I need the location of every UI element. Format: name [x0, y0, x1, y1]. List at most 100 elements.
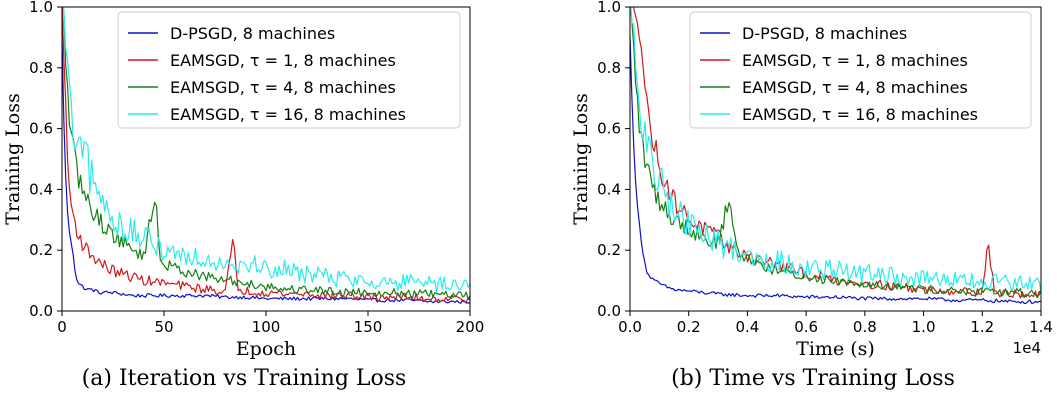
series-point-eamsgd_4 [665, 210, 666, 211]
legend-label-dpsgd: D-PSGD, 8 machines [742, 24, 907, 43]
series-point-eamsgd_1 [133, 277, 134, 278]
series-point-eamsgd_16 [638, 98, 639, 99]
y-tick-label: 0.0 [597, 302, 621, 320]
series-point-eamsgd_4 [347, 292, 348, 293]
series-point-eamsgd_4 [68, 98, 69, 99]
series-point-dpsgd [638, 219, 639, 220]
series-point-eamsgd_4 [653, 189, 654, 190]
series-point-eamsgd_1 [408, 297, 409, 298]
series-point-dpsgd [747, 295, 748, 296]
series-point-eamsgd_1 [204, 289, 205, 290]
y-tick-label: 0.2 [29, 241, 53, 259]
series-point-dpsgd [327, 298, 328, 299]
series-point-eamsgd_16 [286, 271, 287, 272]
legend-label-eamsgd_1: EAMSGD, τ = 1, 8 machines [170, 51, 396, 70]
series-point-dpsgd [65, 189, 66, 190]
series-point-eamsgd_16 [63, 22, 64, 23]
series-point-eamsgd_4 [647, 171, 648, 172]
series-point-eamsgd_4 [86, 201, 87, 202]
series-point-eamsgd_4 [835, 280, 836, 281]
series-point-eamsgd_1 [225, 291, 226, 292]
series-point-dpsgd [632, 128, 633, 129]
x-tick-label: 1.0 [912, 318, 936, 336]
series-point-eamsgd_4 [265, 286, 266, 287]
legend-box [117, 11, 461, 129]
series-point-eamsgd_4 [864, 283, 865, 284]
series-point-eamsgd_16 [327, 277, 328, 278]
series-point-eamsgd_1 [233, 240, 234, 241]
series-point-eamsgd_1 [86, 250, 87, 251]
chart-panel-b: 0.0 0.2 0.4 0.6 0.8 1.0 1.2 1.4 0.0 0.2 0.4 0.6 0.8 1… [570, 0, 1053, 391]
series-line-eamsgd_16 [62, 7, 470, 294]
series-point-eamsgd_16 [632, 31, 633, 32]
series-point-eamsgd_16 [143, 240, 144, 241]
series-point-eamsgd_4 [327, 291, 328, 292]
series-point-eamsgd_16 [112, 219, 113, 220]
series-point-eamsgd_1 [82, 244, 83, 245]
series-point-eamsgd_1 [65, 128, 66, 129]
series-line-dpsgd [630, 36, 1041, 304]
series-point-eamsgd_16 [163, 250, 164, 251]
series-point-eamsgd_4 [70, 128, 71, 129]
series-point-eamsgd_4 [367, 292, 368, 293]
series-point-dpsgd [245, 297, 246, 298]
series-point-eamsgd_16 [894, 277, 895, 278]
series-point-eamsgd_4 [65, 67, 66, 68]
series-point-eamsgd_16 [306, 274, 307, 275]
series-point-eamsgd_1 [653, 143, 654, 144]
series-point-dpsgd [72, 244, 73, 245]
series-point-eamsgd_4 [245, 283, 246, 284]
series-point-dpsgd [70, 240, 71, 241]
series-point-eamsgd_16 [665, 195, 666, 196]
series-point-dpsgd [102, 292, 103, 293]
series-point-eamsgd_4 [982, 292, 983, 293]
series-point-dpsgd [286, 298, 287, 299]
series-point-dpsgd [78, 283, 79, 284]
series-point-eamsgd_1 [306, 294, 307, 295]
y-tick-label: 1.0 [29, 0, 53, 16]
y-tick-label: 0.4 [597, 180, 621, 198]
legend-label-eamsgd_16: EAMSGD, τ = 16, 8 machines [170, 105, 406, 124]
series-point-eamsgd_1 [703, 228, 704, 229]
series-point-eamsgd_1 [184, 286, 185, 287]
series-point-eamsgd_16 [1011, 283, 1012, 284]
series-point-dpsgd [659, 283, 660, 284]
series-point-eamsgd_16 [644, 140, 645, 141]
series-point-dpsgd [835, 297, 836, 298]
series-point-eamsgd_4 [143, 256, 144, 257]
series-point-eamsgd_16 [747, 256, 748, 257]
series-point-eamsgd_16 [429, 285, 430, 286]
series-point-eamsgd_1 [70, 195, 71, 196]
series-point-eamsgd_1 [92, 256, 93, 257]
legend-label-eamsgd_16: EAMSGD, τ = 16, 8 machines [742, 105, 978, 124]
series-point-eamsgd_1 [388, 297, 389, 298]
series-point-dpsgd [982, 300, 983, 301]
series-point-eamsgd_16 [659, 183, 660, 184]
series-point-dpsgd [63, 128, 64, 129]
series-point-dpsgd [143, 295, 144, 296]
series-point-eamsgd_16 [74, 143, 75, 144]
x-tick-label: 0.6 [794, 318, 818, 336]
series-point-eamsgd_4 [98, 219, 99, 220]
series-point-eamsgd_4 [747, 259, 748, 260]
series-point-eamsgd_16 [703, 234, 704, 235]
series-point-eamsgd_1 [237, 289, 238, 290]
y-axis-label: Training Loss [570, 93, 592, 224]
y-tick-label: 0.2 [597, 241, 621, 259]
y-tick-label: 0.0 [29, 302, 53, 320]
x-offset-label: 1e4 [1013, 339, 1041, 357]
series-point-dpsgd [429, 301, 430, 302]
series-point-eamsgd_1 [673, 201, 674, 202]
series-point-dpsgd [653, 280, 654, 281]
series-point-dpsgd [776, 295, 777, 296]
series-point-eamsgd_1 [63, 52, 64, 53]
x-tick-label: 0.2 [677, 318, 701, 336]
legend-label-dpsgd: D-PSGD, 8 machines [170, 24, 335, 43]
series-point-dpsgd [673, 289, 674, 290]
series-point-eamsgd_4 [159, 259, 160, 260]
series-point-eamsgd_4 [429, 294, 430, 295]
series-point-eamsgd_1 [112, 271, 113, 272]
series-point-dpsgd [717, 294, 718, 295]
series-point-eamsgd_16 [82, 158, 83, 159]
y-tick-label: 1.0 [597, 0, 621, 16]
